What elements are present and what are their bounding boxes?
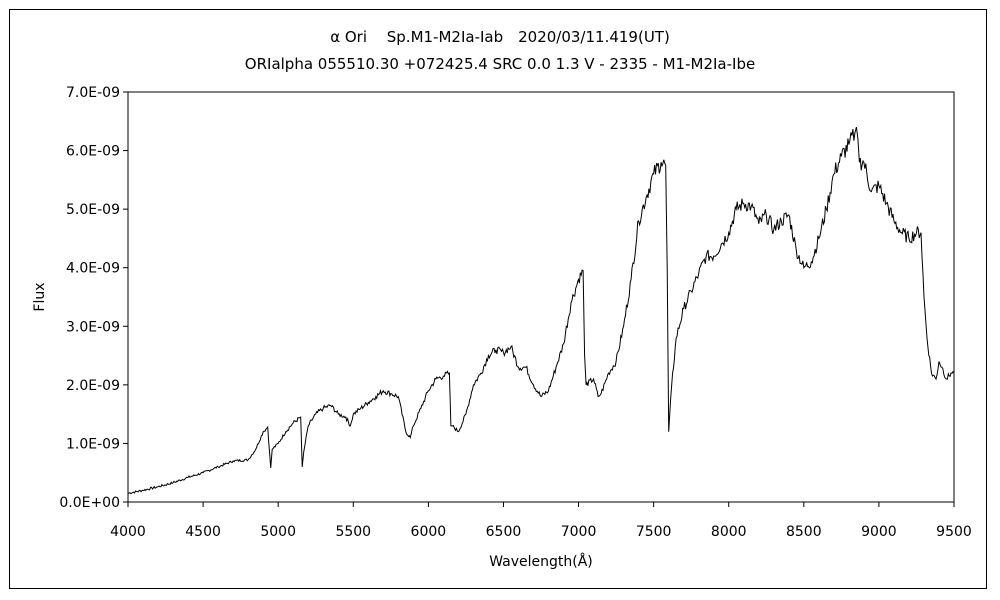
x-tick-label: 5000 [260,524,296,540]
y-tick-label: 2.0E-09 [66,378,120,394]
x-tick-label: 4000 [110,524,146,540]
y-tick-label: 4.0E-09 [66,261,120,277]
spectrum-line [127,126,955,495]
x-tick-label: 9000 [861,524,897,540]
x-tick-label: 6000 [411,524,447,540]
chart-title: α Ori Sp.M1-M2Ia-Iab 2020/03/11.419(UT) [330,28,670,46]
y-tick-label: 1.0E-09 [66,436,120,452]
x-tick-label: 7500 [636,524,672,540]
x-tick-label: 9500 [936,524,972,540]
x-axis-label: Wavelength(Å) [489,553,593,570]
y-axis-label: Flux [32,282,48,311]
x-tick-label: 4500 [185,524,221,540]
y-tick-label: 7.0E-09 [66,85,120,101]
y-tick-label: 5.0E-09 [66,202,120,218]
plot-area [127,91,955,503]
y-tick-label: 3.0E-09 [66,319,120,335]
y-tick-label: 6.0E-09 [66,144,120,160]
x-tick-label: 6500 [486,524,522,540]
chart-subtitle: ORIalpha 055510.30 +072425.4 SRC 0.0 1.3… [244,55,756,73]
x-tick-label: 7000 [561,524,597,540]
x-tick-label: 8000 [711,524,747,540]
y-tick-label: 0.0E+00 [59,495,120,511]
x-tick-label: 8500 [786,524,822,540]
x-tick-label: 5500 [335,524,371,540]
